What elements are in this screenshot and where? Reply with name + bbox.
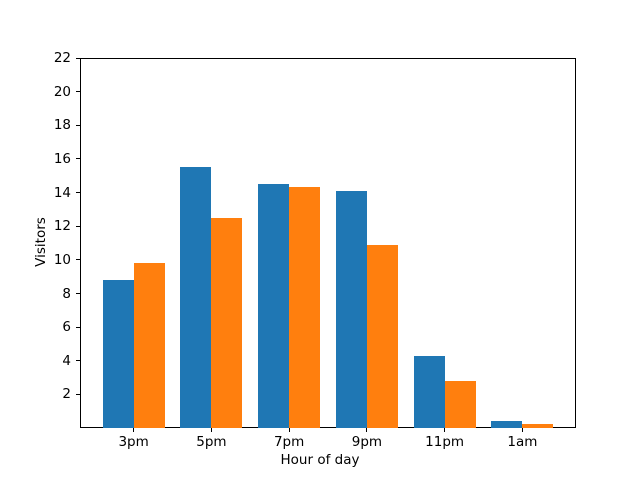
y-tick-mark (76, 293, 80, 294)
bar-blue-series-1am (491, 421, 522, 428)
y-tick-mark (76, 360, 80, 362)
x-tick-label: 1am (507, 434, 538, 450)
y-tick-mark (76, 225, 80, 227)
bar-orange-series-7pm (289, 187, 320, 428)
y-tick-label: 22 (53, 50, 71, 66)
bar-orange-series-1am (522, 424, 553, 428)
y-tick-label: 12 (53, 218, 71, 235)
y-tick-label: 20 (53, 83, 71, 100)
y-tick-mark (76, 57, 80, 59)
y-axis-label: Visitors (33, 217, 49, 267)
x-tick-mark (521, 428, 523, 432)
bar-orange-series-11pm (445, 381, 476, 428)
bar-orange-series-9pm (367, 245, 398, 428)
y-tick-mark (76, 124, 80, 126)
x-tick-mark (444, 428, 446, 432)
x-tick-mark (366, 428, 368, 432)
x-tick-label: 7pm (273, 434, 305, 450)
y-tick-mark (76, 393, 80, 395)
x-axis-label: Hour of day (280, 452, 360, 468)
x-tick-mark (133, 428, 135, 432)
x-tick-mark (288, 428, 290, 432)
bar-orange-series-3pm (134, 263, 165, 428)
y-tick-mark (76, 259, 80, 261)
y-tick-mark (76, 326, 80, 328)
x-tick-label: 11pm (425, 434, 465, 450)
bar-blue-series-9pm (336, 191, 367, 428)
bar-blue-series-11pm (414, 356, 445, 428)
y-tick-mark (76, 192, 80, 193)
y-tick-mark (76, 158, 80, 160)
y-tick-label: 10 (53, 251, 71, 268)
x-tick-label: 3pm (118, 434, 149, 450)
y-tick-label: 18 (53, 117, 71, 134)
y-tick-label: 16 (53, 150, 71, 167)
y-tick-label: 6 (62, 319, 71, 336)
y-tick-mark (76, 91, 80, 93)
x-tick-label: 5pm (196, 434, 227, 450)
y-tick-label: 2 (62, 386, 71, 403)
bar-orange-series-5pm (211, 218, 242, 428)
y-tick-label: 14 (53, 184, 71, 201)
y-tick-label: 8 (62, 285, 71, 302)
bar-blue-series-7pm (258, 184, 289, 428)
bar-blue-series-5pm (180, 167, 211, 428)
bar-blue-series-3pm (103, 280, 134, 428)
x-tick-label: 9pm (351, 434, 383, 450)
x-tick-mark (210, 428, 212, 432)
y-tick-label: 4 (62, 352, 71, 369)
